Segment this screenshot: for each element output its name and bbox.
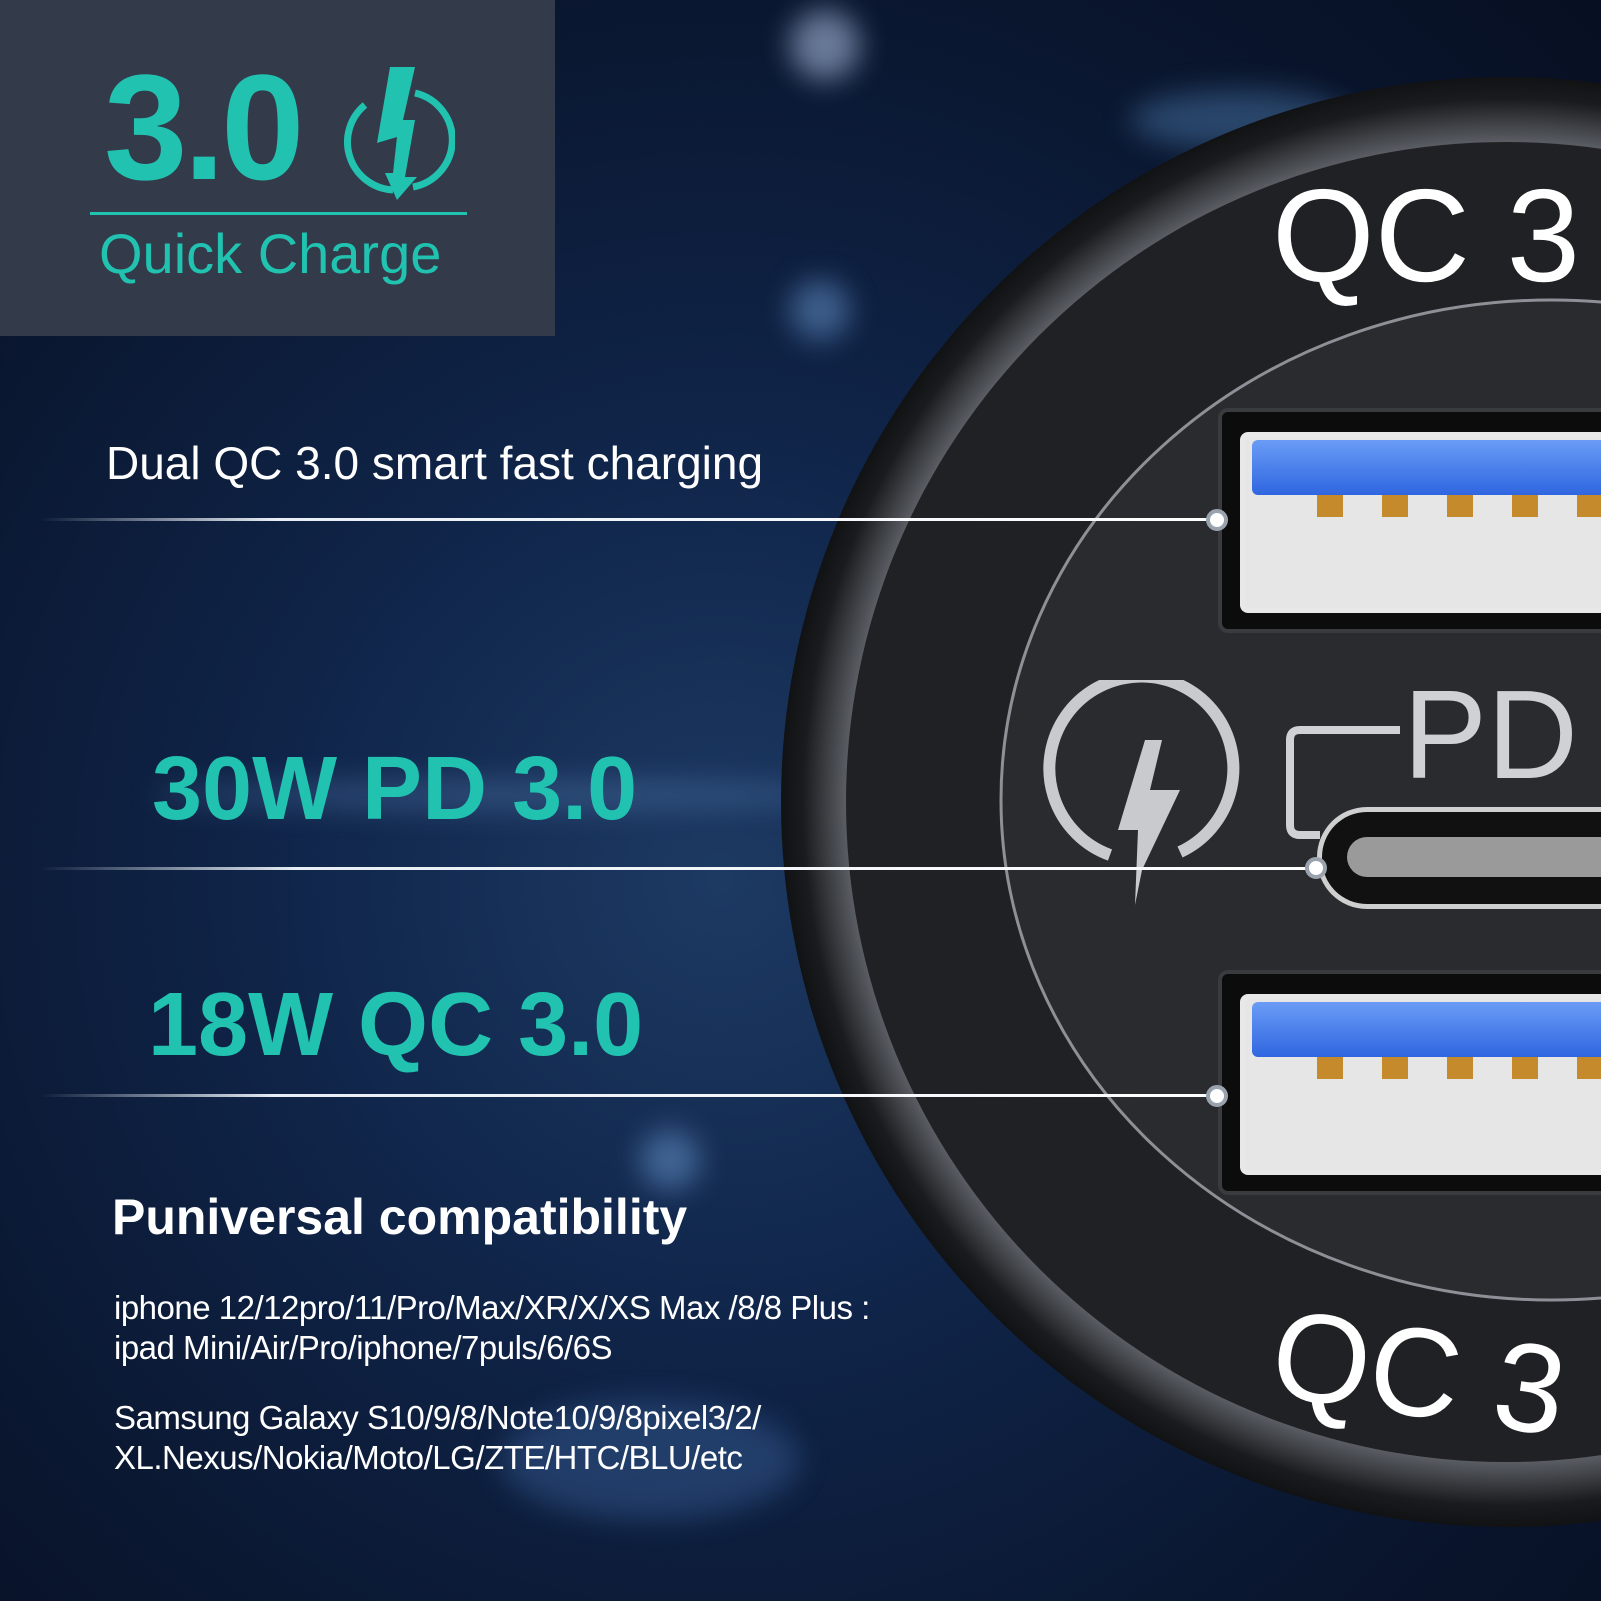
callout-dot: [1206, 1085, 1228, 1107]
feature-pd: 30W PD 3.0: [152, 739, 638, 839]
usb-a-port-top: [1218, 408, 1601, 633]
callout-dot: [1305, 857, 1327, 879]
pd-bracket: [1286, 726, 1400, 839]
feature-qc: 18W QC 3.0: [148, 975, 644, 1075]
compatibility-line: ipad Mini/Air/Pro/iphone/7puls/6/6S: [114, 1329, 612, 1366]
lightning-circle-icon: [344, 67, 455, 200]
usb-c-port: [1317, 807, 1601, 909]
feature-dual-qc: Dual QC 3.0 smart fast charging: [106, 437, 764, 489]
usb-a-port-bottom: [1218, 970, 1601, 1195]
lightning-circle-icon: [1043, 680, 1240, 905]
badge-label: Quick Charge: [99, 222, 442, 285]
compatibility-line: iphone 12/12pro/11/Pro/Max/XR/X/XS Max /…: [114, 1289, 870, 1326]
charger-top-label: QC 3: [1272, 162, 1581, 309]
quick-charge-badge: [0, 0, 555, 336]
callout-line: [40, 518, 1220, 521]
compatibility-title: Puniversal compatibility: [112, 1189, 688, 1245]
bokeh-light: [640, 1130, 700, 1190]
callout-line: [40, 1094, 1220, 1097]
badge-divider: [90, 212, 467, 215]
badge-version: 3.0: [104, 43, 305, 211]
callout-line: [40, 867, 1320, 870]
light-streak: [150, 780, 850, 810]
bokeh-light: [500, 1400, 800, 1520]
bokeh-light: [790, 10, 860, 80]
bokeh-light: [790, 280, 850, 340]
compatibility-line: Samsung Galaxy S10/9/8/Note10/9/8pixel3/…: [114, 1399, 761, 1436]
callout-dot: [1206, 509, 1228, 531]
pd-label: PD: [1403, 664, 1579, 805]
compatibility-line: XL.Nexus/Nokia/Moto/LG/ZTE/HTC/BLU/etc: [114, 1439, 743, 1476]
